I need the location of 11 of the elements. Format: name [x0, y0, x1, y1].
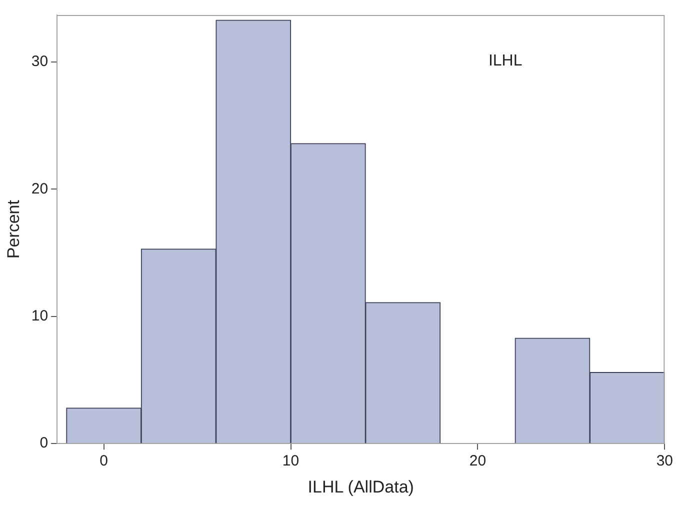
x-tick-label: 10	[282, 452, 300, 470]
x-axis-title: ILHL (AllData)	[308, 477, 414, 496]
y-tick-label: 30	[31, 53, 48, 70]
y-tick-label: 10	[31, 308, 48, 325]
x-tick-label: 0	[100, 452, 108, 470]
x-tick-label: 20	[469, 452, 486, 470]
y-axis-title: Percent	[4, 200, 23, 259]
y-tick-label: 0	[40, 434, 48, 452]
annotation: ILHL	[488, 52, 522, 70]
y-tick-label: 20	[31, 180, 48, 198]
x-tick-label: 30	[656, 452, 673, 470]
